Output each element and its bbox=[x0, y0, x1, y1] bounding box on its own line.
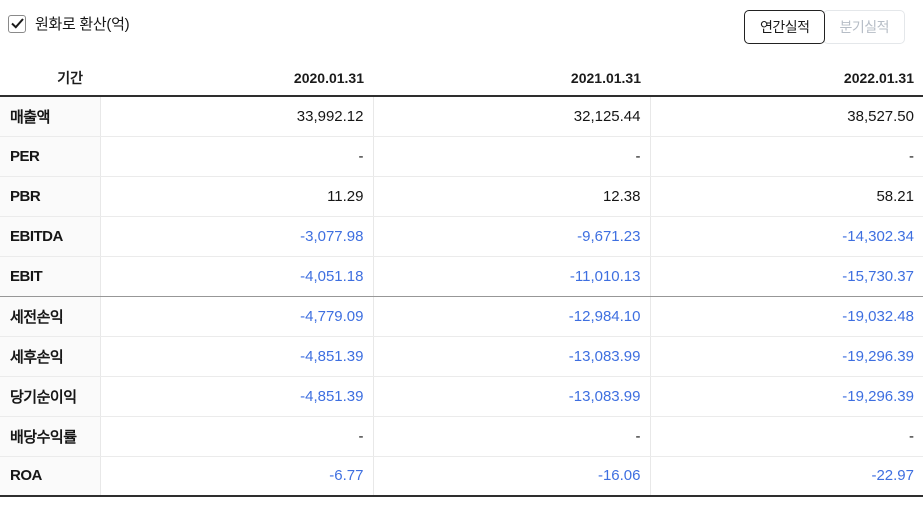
row-label: 매출액 bbox=[0, 96, 101, 137]
row-label: EBIT bbox=[0, 256, 101, 297]
cell-value: -19,032.48 bbox=[650, 296, 923, 337]
table-row: PER - - - bbox=[0, 136, 923, 177]
cell-value: - bbox=[373, 136, 651, 177]
row-label: 당기순이익 bbox=[0, 376, 101, 417]
cell-value: - bbox=[650, 416, 923, 457]
cell-value: -19,296.39 bbox=[650, 376, 923, 417]
table-row: EBITDA -3,077.98 -9,671.23 -14,302.34 bbox=[0, 216, 923, 257]
checkbox-label: 원화로 환산(억) bbox=[35, 16, 130, 33]
table-row: 매출액 33,992.12 32,125.44 38,527.50 bbox=[0, 96, 923, 137]
cell-value: -9,671.23 bbox=[373, 216, 651, 257]
table-row: ROA -6.77 -16.06 -22.97 bbox=[0, 456, 923, 497]
row-label: PBR bbox=[0, 176, 101, 217]
header-row: 기간 2020.01.31 2021.01.31 2022.01.31 bbox=[0, 60, 923, 97]
krw-conversion-checkbox[interactable]: 원화로 환산(억) bbox=[8, 13, 130, 34]
table-row: 당기순이익 -4,851.39 -13,083.99 -19,296.39 bbox=[0, 376, 923, 417]
cell-value: -19,296.39 bbox=[650, 336, 923, 377]
cell-value: - bbox=[100, 416, 374, 457]
cell-value: 12.38 bbox=[373, 176, 651, 217]
table-header: 기간 2020.01.31 2021.01.31 2022.01.31 bbox=[0, 60, 923, 97]
cell-value: - bbox=[100, 136, 374, 177]
cell-value: 33,992.12 bbox=[100, 96, 374, 137]
cell-value: 11.29 bbox=[100, 176, 374, 217]
cell-value: -22.97 bbox=[650, 456, 923, 497]
cell-value: -14,302.34 bbox=[650, 216, 923, 257]
table-controls-bar: 원화로 환산(억) 연간실적 분기실적 bbox=[0, 0, 923, 60]
period-header-cell: 기간 bbox=[0, 60, 100, 97]
cell-value: -4,851.39 bbox=[100, 376, 374, 417]
column-header-date: 2020.01.31 bbox=[100, 60, 373, 97]
cell-value: -15,730.37 bbox=[650, 256, 923, 297]
cell-value: -13,083.99 bbox=[373, 376, 651, 417]
cell-value: -4,051.18 bbox=[100, 256, 374, 297]
cell-value: -16.06 bbox=[373, 456, 651, 497]
cell-value: -12,984.10 bbox=[373, 296, 651, 337]
cell-value: - bbox=[373, 416, 651, 457]
cell-value: - bbox=[650, 136, 923, 177]
cell-value: 32,125.44 bbox=[373, 96, 651, 137]
cell-value: -4,779.09 bbox=[100, 296, 374, 337]
column-header-date: 2021.01.31 bbox=[373, 60, 650, 97]
column-header-date: 2022.01.31 bbox=[650, 60, 923, 97]
row-label: 배당수익률 bbox=[0, 416, 101, 457]
table-row: 세후손익 -4,851.39 -13,083.99 -19,296.39 bbox=[0, 336, 923, 377]
table-row: PBR 11.29 12.38 58.21 bbox=[0, 176, 923, 217]
cell-value: -11,010.13 bbox=[373, 256, 651, 297]
quarterly-results-button[interactable]: 분기실적 bbox=[823, 10, 905, 44]
table-row: 세전손익 -4,779.09 -12,984.10 -19,032.48 bbox=[0, 296, 923, 337]
row-label: ROA bbox=[0, 456, 101, 497]
results-toggle-group: 연간실적 분기실적 bbox=[743, 10, 905, 44]
cell-value: -6.77 bbox=[100, 456, 374, 497]
cell-value: 38,527.50 bbox=[650, 96, 923, 137]
financials-table: 기간 2020.01.31 2021.01.31 2022.01.31 매출액 3… bbox=[0, 60, 923, 497]
annual-results-button[interactable]: 연간실적 bbox=[743, 10, 826, 44]
checkbox-checked-icon[interactable] bbox=[8, 14, 26, 33]
row-label: EBITDA bbox=[0, 216, 101, 257]
row-label: 세전손익 bbox=[0, 296, 101, 337]
table-body: 매출액 33,992.12 32,125.44 38,527.50 PER - - - PBR 1… bbox=[0, 96, 923, 497]
cell-value: -3,077.98 bbox=[100, 216, 374, 257]
check-icon bbox=[10, 18, 24, 29]
row-label: PER bbox=[0, 136, 101, 177]
cell-value: -13,083.99 bbox=[373, 336, 651, 377]
cell-value: 58.21 bbox=[650, 176, 923, 217]
row-label: 세후손익 bbox=[0, 336, 101, 377]
cell-value: -4,851.39 bbox=[100, 336, 374, 377]
table-row: 배당수익률 - - - bbox=[0, 416, 923, 457]
table-row: EBIT -4,051.18 -11,010.13 -15,730.37 bbox=[0, 256, 923, 297]
